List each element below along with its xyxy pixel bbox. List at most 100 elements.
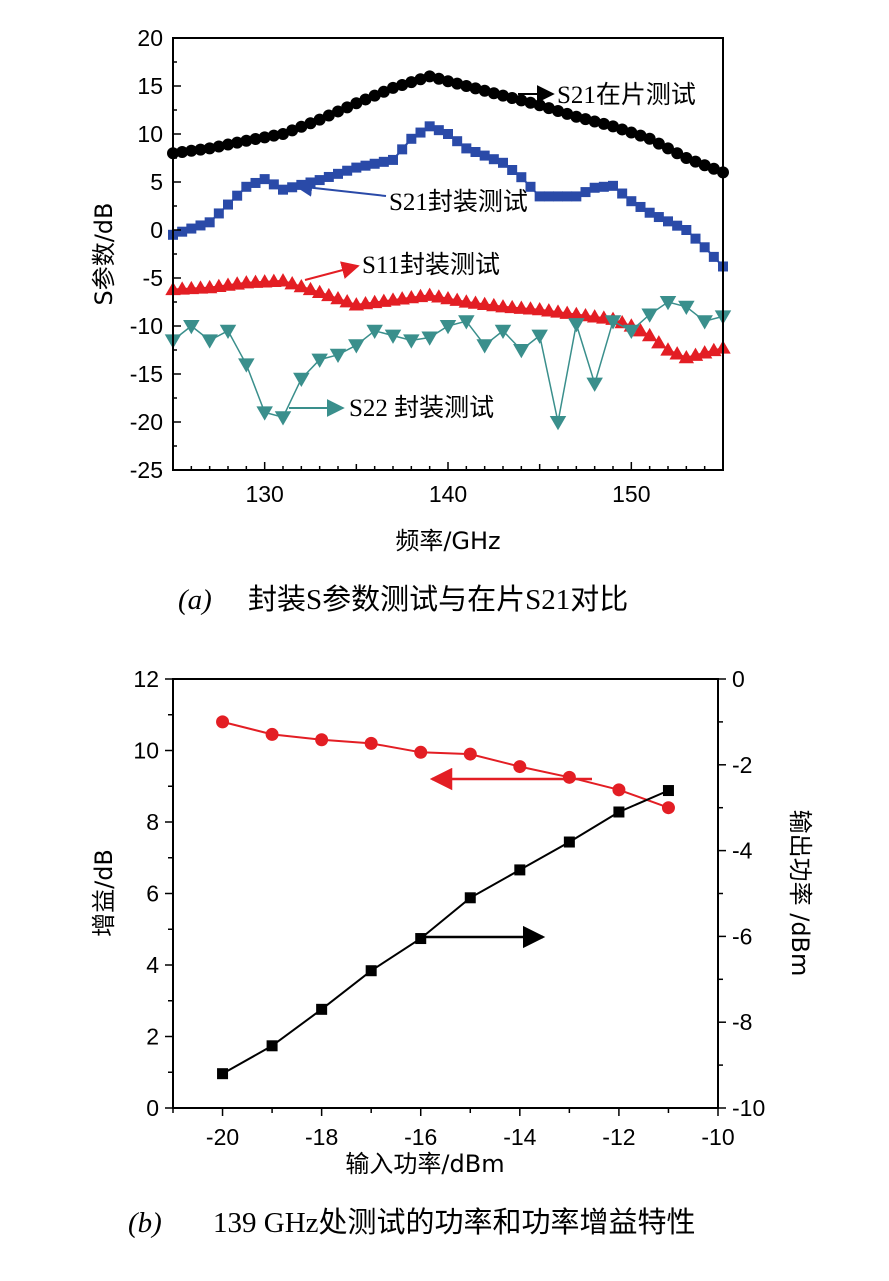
- y2-tick-label: -8: [732, 1009, 752, 1035]
- data-point: [296, 179, 307, 190]
- data-point: [708, 251, 719, 262]
- data-point: [623, 324, 640, 340]
- data-point: [311, 353, 328, 368]
- data-point: [342, 165, 353, 176]
- data-point: [452, 136, 463, 147]
- series-s21: [168, 121, 728, 272]
- data-point: [597, 117, 610, 130]
- data-point: [552, 104, 564, 117]
- data-point: [689, 155, 702, 168]
- data-point: [550, 304, 566, 318]
- data-point: [541, 303, 557, 317]
- data-point: [284, 276, 300, 290]
- annotation-s11-package: S11封装测试: [362, 251, 500, 279]
- data-point: [696, 315, 713, 330]
- data-point: [415, 127, 426, 138]
- data-point: [586, 309, 603, 323]
- data-point: [486, 297, 502, 312]
- data-point: [562, 191, 573, 202]
- data-point: [663, 216, 673, 227]
- data-point: [397, 144, 408, 155]
- data-point: [387, 81, 399, 94]
- data-point: [476, 296, 493, 310]
- data-point: [186, 223, 197, 234]
- data-point: [316, 1003, 328, 1015]
- data-point: [311, 284, 328, 298]
- data-point: [617, 188, 628, 199]
- data-point: [368, 89, 381, 102]
- chart-b-series: [216, 715, 675, 1080]
- data-point: [241, 181, 252, 192]
- data-point: [513, 760, 527, 774]
- data-point: [250, 177, 261, 188]
- data-point: [497, 89, 509, 102]
- data-point: [553, 191, 563, 202]
- y-tick-label: 0: [146, 1095, 159, 1121]
- data-point: [366, 324, 383, 340]
- series-line: [222, 789, 669, 1075]
- data-point: [598, 181, 609, 192]
- data-point: [458, 294, 475, 308]
- data-point: [365, 965, 377, 977]
- data-point: [195, 220, 206, 231]
- data-point: [249, 133, 262, 146]
- x-tick-label: 140: [429, 481, 467, 507]
- y2-tick-label: -6: [732, 923, 752, 949]
- data-point: [626, 196, 637, 207]
- y-tick-label: 10: [133, 738, 159, 764]
- data-point: [232, 190, 243, 201]
- data-point: [204, 217, 215, 228]
- data-point: [561, 107, 574, 120]
- data-point: [433, 125, 444, 136]
- data-point: [607, 120, 619, 133]
- data-point: [414, 745, 428, 759]
- data-point: [635, 201, 646, 212]
- data-point: [439, 320, 457, 335]
- data-point: [634, 129, 647, 142]
- data-point: [177, 226, 188, 237]
- data-point: [403, 334, 420, 349]
- data-point: [524, 96, 537, 109]
- series-s11: [165, 273, 731, 364]
- data-point: [644, 207, 655, 218]
- chart-a-series: [164, 70, 732, 431]
- y-tick-label: 5: [150, 169, 163, 195]
- data-point: [360, 160, 371, 171]
- data-point: [478, 84, 491, 97]
- x-tick-label: -20: [206, 1124, 239, 1150]
- series-s22: [164, 296, 732, 431]
- data-point: [217, 1068, 229, 1080]
- data-point: [669, 346, 685, 360]
- x-tick-label: 150: [612, 481, 650, 507]
- data-point: [461, 143, 472, 154]
- annotation-s21-onwafer: S21在片测试: [557, 81, 696, 109]
- data-point: [302, 281, 319, 296]
- data-point: [322, 109, 335, 122]
- data-point: [330, 290, 346, 305]
- data-point: [396, 79, 409, 92]
- data-point: [449, 292, 465, 306]
- data-point: [470, 147, 481, 157]
- data-point: [514, 864, 526, 876]
- data-point: [562, 770, 576, 784]
- data-point: [369, 158, 380, 169]
- x-tick-label: 130: [245, 481, 283, 507]
- data-point: [323, 171, 334, 182]
- data-point: [568, 306, 585, 321]
- y2-tick-label: -10: [732, 1095, 765, 1121]
- data-point: [531, 329, 548, 344]
- data-point: [286, 124, 299, 137]
- chart-b-y-axis: 0 2 4 6 8 10 12: [133, 666, 173, 1121]
- data-point: [641, 308, 658, 323]
- x-tick-label: -18: [305, 1124, 338, 1150]
- data-point: [223, 199, 233, 210]
- y-tick-label: -5: [143, 265, 163, 291]
- data-point: [661, 801, 675, 815]
- chart-a-x-axis-label: 频率/GHz: [395, 527, 500, 555]
- data-point: [421, 331, 438, 346]
- chart-b-caption-label: (b): [128, 1207, 162, 1239]
- chart-b-y-axis-label: 增益/dB: [90, 849, 118, 937]
- data-point: [534, 191, 545, 202]
- data-point: [212, 140, 225, 153]
